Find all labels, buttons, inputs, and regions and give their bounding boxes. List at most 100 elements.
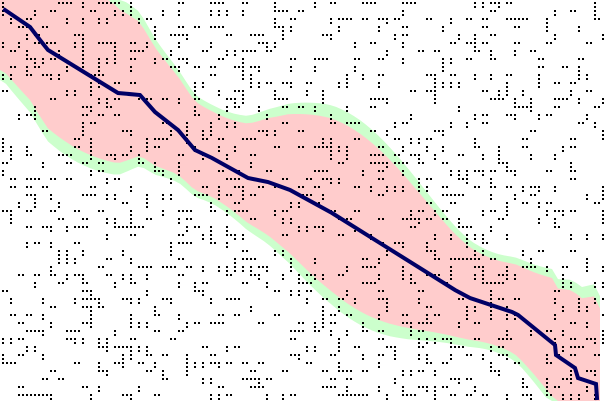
dot — [178, 170, 180, 172]
dot — [586, 310, 588, 312]
dot — [70, 178, 72, 180]
dot — [346, 390, 348, 392]
dot — [378, 354, 380, 356]
dot — [210, 398, 212, 400]
dot — [594, 14, 596, 16]
dot — [170, 338, 172, 340]
dot — [34, 274, 36, 276]
dot — [182, 154, 184, 156]
dot — [450, 258, 452, 260]
dot — [82, 66, 84, 68]
dot — [50, 194, 52, 196]
dot — [222, 314, 224, 316]
dot — [342, 370, 344, 372]
dot — [514, 298, 516, 300]
dot — [262, 266, 264, 268]
dot — [346, 218, 348, 220]
dot — [306, 350, 308, 352]
dot — [194, 226, 196, 228]
dot — [446, 362, 448, 364]
dot — [514, 102, 516, 104]
dot — [162, 170, 164, 172]
dot — [410, 142, 412, 144]
dot — [186, 126, 188, 128]
dot — [434, 82, 436, 84]
dot — [366, 282, 368, 284]
dot — [282, 178, 284, 180]
dot — [418, 186, 420, 188]
dot — [586, 74, 588, 76]
dot — [154, 394, 156, 396]
dot — [186, 242, 188, 244]
dot — [130, 354, 132, 356]
dot — [230, 298, 232, 300]
dot — [42, 394, 44, 396]
dot — [54, 10, 56, 12]
dot — [146, 146, 148, 148]
dot — [42, 62, 44, 64]
dot — [546, 394, 548, 396]
dot — [346, 330, 348, 332]
dot — [310, 82, 312, 84]
dot — [402, 10, 404, 12]
dot — [330, 2, 332, 4]
dot — [506, 274, 508, 276]
dot — [442, 362, 444, 364]
dot — [226, 298, 228, 300]
dot — [490, 294, 492, 296]
dot — [82, 338, 84, 340]
dot — [586, 386, 588, 388]
dot — [34, 194, 36, 196]
dot — [174, 266, 176, 268]
dot — [178, 10, 180, 12]
dot — [170, 134, 172, 136]
dot — [410, 114, 412, 116]
dot — [306, 178, 308, 180]
dot — [406, 34, 408, 36]
dot — [554, 190, 556, 192]
dot — [10, 78, 12, 80]
dot — [102, 170, 104, 172]
dot — [58, 202, 60, 204]
dot — [34, 66, 36, 68]
dot — [298, 282, 300, 284]
dot — [46, 394, 48, 396]
dot — [18, 274, 20, 276]
dot — [106, 238, 108, 240]
dot — [310, 178, 312, 180]
dot — [114, 14, 116, 16]
dot — [414, 394, 416, 396]
dot — [410, 154, 412, 156]
dot — [598, 354, 600, 356]
dot — [74, 242, 76, 244]
dot — [570, 282, 572, 284]
dot — [338, 178, 340, 180]
dot — [54, 306, 56, 308]
dot — [422, 386, 424, 388]
dot — [250, 86, 252, 88]
dot — [490, 10, 492, 12]
dot — [426, 386, 428, 388]
dot — [178, 2, 180, 4]
dot — [494, 258, 496, 260]
dot — [234, 210, 236, 212]
dot — [122, 278, 124, 280]
dot — [538, 190, 540, 192]
dot — [342, 18, 344, 20]
dot — [154, 30, 156, 32]
dot — [130, 314, 132, 316]
dot — [314, 326, 316, 328]
dot — [210, 206, 212, 208]
dot — [358, 58, 360, 60]
dot — [114, 54, 116, 56]
dot — [86, 298, 88, 300]
dot — [330, 38, 332, 40]
dot — [298, 186, 300, 188]
dot — [378, 218, 380, 220]
dot — [210, 382, 212, 384]
dot — [382, 162, 384, 164]
dot — [166, 298, 168, 300]
dot — [318, 170, 320, 172]
dot — [378, 170, 380, 172]
dot — [306, 346, 308, 348]
